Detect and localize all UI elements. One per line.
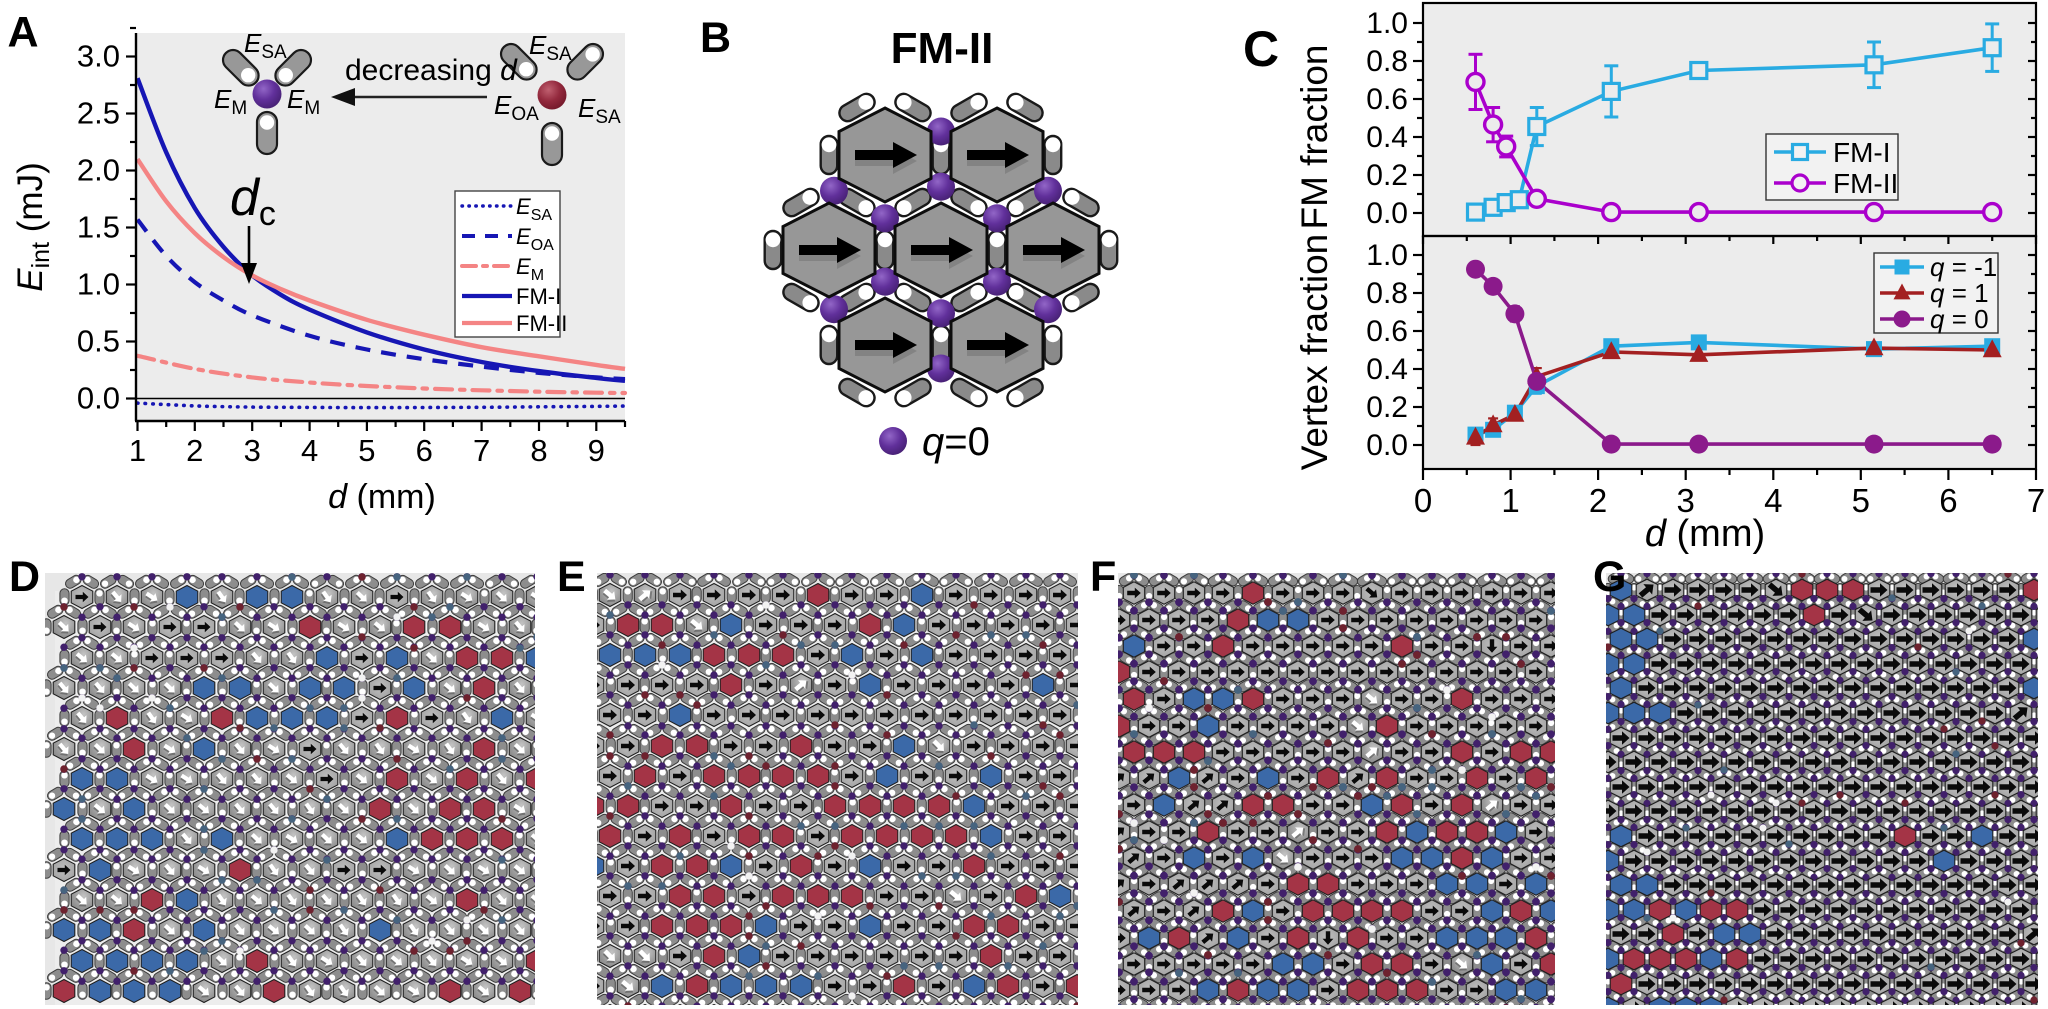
svg-text:0.4: 0.4 [1366, 353, 1408, 386]
svg-text:8: 8 [530, 433, 547, 468]
svg-text:6: 6 [416, 433, 433, 468]
svg-text:d (mm): d (mm) [328, 478, 436, 516]
svg-text:1: 1 [129, 433, 146, 468]
svg-text:4: 4 [301, 433, 318, 468]
svg-text:5: 5 [358, 433, 375, 468]
svg-text:A: A [8, 9, 39, 57]
svg-text:E: E [557, 553, 586, 601]
svg-text:EM: EM [214, 84, 247, 119]
svg-text:B: B [700, 14, 731, 62]
svg-text:q = -1: q = -1 [1930, 252, 1997, 282]
svg-text:0.0: 0.0 [1366, 197, 1408, 230]
svg-text:FM fraction: FM fraction [1294, 44, 1335, 229]
svg-text:F: F [1090, 553, 1116, 601]
svg-text:2.5: 2.5 [77, 96, 120, 131]
svg-text:7: 7 [473, 433, 490, 468]
svg-text:1.0: 1.0 [1366, 7, 1408, 40]
svg-text:ESA: ESA [516, 194, 552, 224]
svg-text:ESA: ESA [244, 28, 287, 63]
svg-text:3: 3 [1677, 482, 1695, 519]
svg-text:EM: EM [287, 84, 320, 119]
svg-text:ESA: ESA [578, 93, 621, 128]
svg-text:0.2: 0.2 [1366, 159, 1408, 192]
svg-text:q=0: q=0 [922, 420, 990, 464]
svg-text:7: 7 [2027, 482, 2045, 519]
svg-text:0.8: 0.8 [1366, 45, 1408, 78]
svg-text:FM-II: FM-II [516, 311, 567, 336]
svg-text:2.0: 2.0 [77, 153, 120, 188]
svg-text:5: 5 [1852, 482, 1870, 519]
svg-text:q = 0: q = 0 [1930, 304, 1989, 334]
svg-text:Vertex fraction: Vertex fraction [1294, 234, 1335, 471]
svg-text:0.4: 0.4 [1366, 121, 1408, 154]
svg-text:0.2: 0.2 [1366, 391, 1408, 424]
svg-text:1.0: 1.0 [1366, 239, 1408, 272]
svg-text:EM: EM [516, 254, 544, 284]
svg-text:ESA: ESA [529, 30, 572, 65]
svg-text:2: 2 [186, 433, 203, 468]
svg-text:EOA: EOA [494, 90, 539, 125]
svg-text:0.5: 0.5 [77, 324, 120, 359]
svg-text:0: 0 [1414, 482, 1432, 519]
svg-text:Eint (mJ): Eint (mJ) [11, 162, 55, 291]
svg-text:2: 2 [1589, 482, 1607, 519]
svg-text:0.0: 0.0 [1366, 429, 1408, 462]
svg-text:9: 9 [588, 433, 605, 468]
svg-text:EOA: EOA [516, 224, 554, 254]
svg-text:FM-I: FM-I [1833, 137, 1891, 168]
svg-text:1.5: 1.5 [77, 210, 120, 245]
svg-text:D: D [9, 553, 40, 601]
svg-text:FM-II: FM-II [891, 24, 994, 73]
svg-text:decreasing d: decreasing d [345, 54, 518, 87]
svg-text:0.6: 0.6 [1366, 315, 1408, 348]
svg-text:FM-II: FM-II [1833, 168, 1898, 199]
svg-text:3: 3 [244, 433, 261, 468]
svg-text:0.0: 0.0 [77, 381, 120, 416]
svg-text:q = 1: q = 1 [1930, 278, 1989, 308]
svg-text:6: 6 [1939, 482, 1957, 519]
svg-text:C: C [1243, 21, 1279, 77]
svg-text:1: 1 [1501, 482, 1519, 519]
svg-text:d (mm): d (mm) [1645, 513, 1765, 555]
svg-text:4: 4 [1764, 482, 1782, 519]
svg-text:G: G [1593, 553, 1626, 601]
svg-text:1.0: 1.0 [77, 267, 120, 302]
svg-text:3.0: 3.0 [77, 39, 120, 74]
svg-text:FM-I: FM-I [516, 284, 561, 309]
svg-text:0.8: 0.8 [1366, 277, 1408, 310]
svg-text:0.6: 0.6 [1366, 83, 1408, 116]
